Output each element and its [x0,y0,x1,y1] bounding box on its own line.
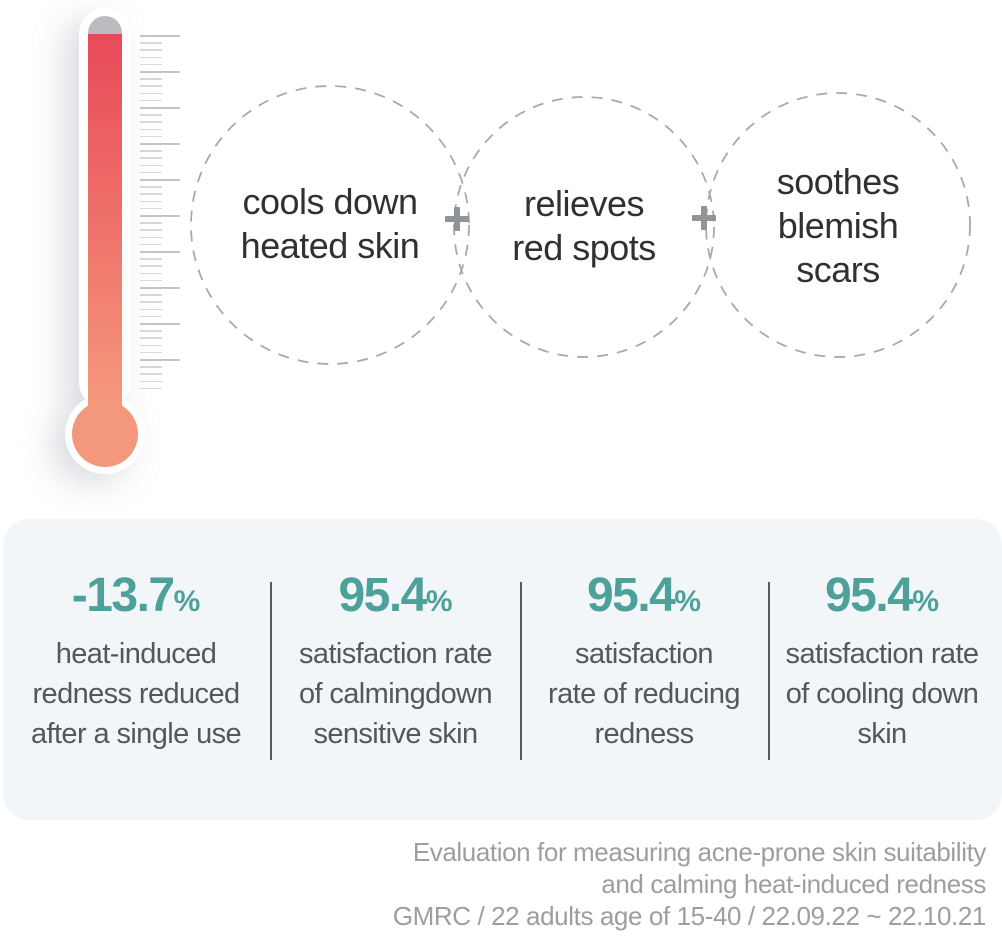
stat-value: -13.7% [72,572,201,620]
percent-sign: % [674,585,702,618]
stat-number: 95.4 [824,569,914,622]
plus-icon [692,206,716,230]
column-divider [520,582,522,760]
stat-number: -13.7 [71,569,175,622]
stat-value: 95.4% [825,572,939,620]
benefit-label-soothes-blemish-scars: soothes blemish scars [776,161,900,290]
column-divider [768,582,770,760]
stat-item-cooling-satisfaction: 95.4% satisfaction rate of cooling down … [770,519,994,754]
stat-description: satisfaction rate of cooling down skin [785,638,980,751]
footnote-text: Evaluation for measuring acne-prone skin… [392,837,987,931]
stat-value: 95.4% [587,572,701,620]
percent-sign: % [173,585,201,618]
stat-value: 95.4% [338,572,452,620]
stats-panel: -13.7% heat-induced redness reduced afte… [3,519,1002,820]
column-divider [270,582,272,760]
stat-item-redness-reduced: -13.7% heat-induced redness reduced afte… [11,519,261,754]
percent-sign: % [425,585,453,618]
stat-description: heat-induced redness reduced after a sin… [30,638,242,751]
stat-item-calming-satisfaction: 95.4% satisfaction rate of calmingdown s… [273,519,518,754]
stat-item-reducing-redness-satisfaction: 95.4% satisfaction rate of reducing redn… [522,519,766,754]
percent-sign: % [912,585,940,618]
benefit-circle-1 [190,85,470,365]
thermometer-ruler-scale [140,35,184,395]
benefit-label-relieves-red-spots: relieves red spots [512,183,656,268]
stat-description: satisfaction rate of calmingdown sensiti… [298,638,493,751]
benefit-label-cools-down: cools down heated skin [240,181,420,266]
benefit-circle-3 [705,92,971,358]
stat-number: 95.4 [586,569,676,622]
stat-description: satisfaction rate of reducing redness [548,638,741,751]
stat-number: 95.4 [338,569,427,622]
plus-icon [445,207,469,231]
